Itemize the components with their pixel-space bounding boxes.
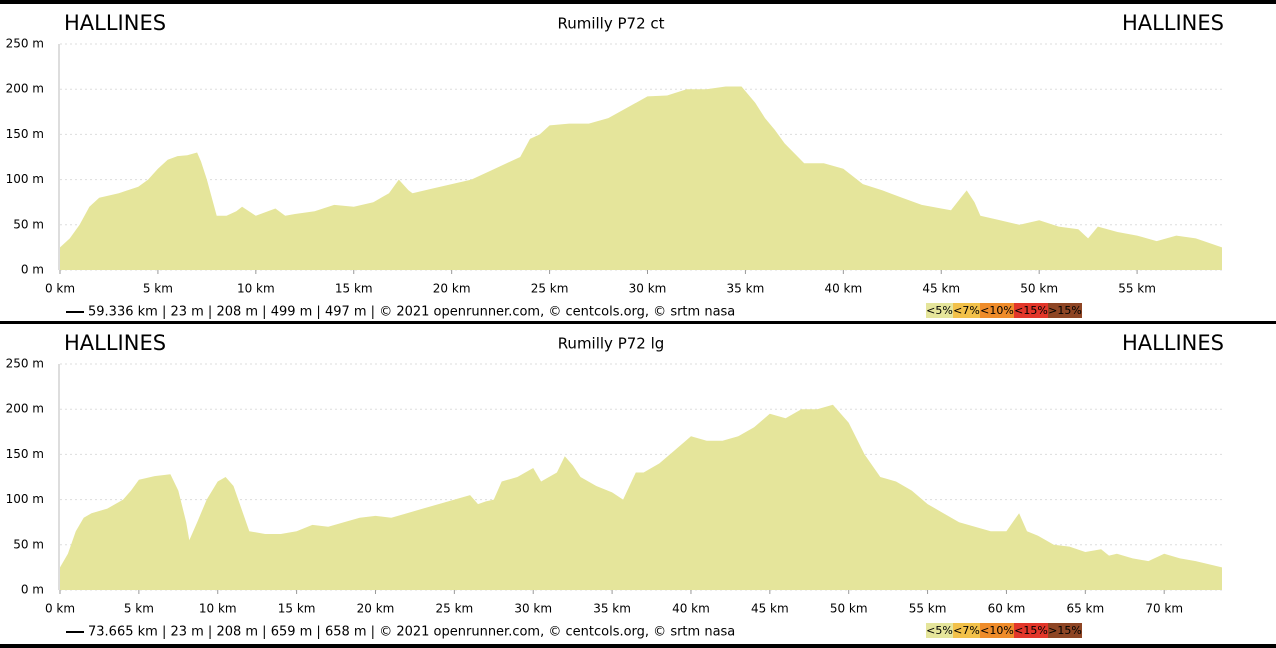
x-tick-label: 15 km bbox=[335, 282, 373, 296]
x-tick-label: 35 km bbox=[593, 602, 631, 616]
y-tick-label: 200 m bbox=[6, 82, 44, 96]
bottom-border bbox=[0, 644, 1276, 648]
legend-swatch bbox=[926, 623, 953, 638]
x-tick-label: 40 km bbox=[824, 282, 862, 296]
end-label: HALLINES bbox=[1122, 331, 1224, 355]
y-tick-label: 250 m bbox=[6, 37, 44, 51]
x-tick-label: 5 km bbox=[143, 282, 173, 296]
top-border bbox=[0, 0, 1276, 4]
legend-swatch bbox=[953, 303, 980, 318]
x-tick-label: 10 km bbox=[199, 602, 237, 616]
x-tick-label: 5 km bbox=[124, 602, 154, 616]
legend-label: <15% bbox=[1014, 624, 1048, 637]
x-tick-label: 65 km bbox=[1066, 602, 1104, 616]
x-tick-label: 0 km bbox=[45, 602, 75, 616]
x-tick-label: 55 km bbox=[909, 602, 947, 616]
legend-label: >15% bbox=[1048, 304, 1082, 317]
start-label: HALLINES bbox=[64, 331, 166, 355]
x-tick-label: 50 km bbox=[1020, 282, 1058, 296]
legend-swatch bbox=[953, 623, 980, 638]
chart-title: Rumilly P72 lg bbox=[558, 335, 665, 353]
x-tick-label: 45 km bbox=[751, 602, 789, 616]
y-tick-label: 50 m bbox=[13, 217, 44, 231]
x-tick-label: 70 km bbox=[1145, 602, 1183, 616]
legend-swatch bbox=[1014, 623, 1048, 638]
separator bbox=[0, 321, 1276, 324]
legend-label: <15% bbox=[1014, 304, 1048, 317]
x-tick-label: 15 km bbox=[278, 602, 316, 616]
legend-label: <10% bbox=[980, 304, 1014, 317]
legend-swatch bbox=[1048, 623, 1082, 638]
x-tick-label: 50 km bbox=[830, 602, 868, 616]
x-tick-label: 40 km bbox=[672, 602, 710, 616]
y-tick-label: 100 m bbox=[6, 172, 44, 186]
x-tick-label: 60 km bbox=[988, 602, 1026, 616]
x-tick-label: 25 km bbox=[531, 282, 569, 296]
elevation-area bbox=[60, 86, 1222, 270]
x-tick-label: 55 km bbox=[1118, 282, 1156, 296]
y-tick-label: 150 m bbox=[6, 447, 44, 461]
x-tick-label: 30 km bbox=[514, 602, 552, 616]
x-tick-label: 35 km bbox=[727, 282, 765, 296]
y-tick-label: 100 m bbox=[6, 492, 44, 506]
legend-swatch bbox=[926, 303, 953, 318]
footer: 73.665 km | 23 m | 208 m | 659 m | 658 m… bbox=[88, 625, 735, 640]
legend-label: <7% bbox=[953, 624, 980, 637]
x-tick-label: 30 km bbox=[629, 282, 667, 296]
x-tick-label: 0 km bbox=[45, 282, 75, 296]
end-label: HALLINES bbox=[1122, 11, 1224, 35]
x-tick-label: 20 km bbox=[357, 602, 395, 616]
legend-label: <5% bbox=[926, 624, 953, 637]
start-label: HALLINES bbox=[64, 11, 166, 35]
x-tick-label: 10 km bbox=[237, 282, 275, 296]
legend-swatch bbox=[980, 623, 1014, 638]
legend-label: >15% bbox=[1048, 624, 1082, 637]
x-tick-label: 25 km bbox=[435, 602, 473, 616]
legend-swatch bbox=[1048, 303, 1082, 318]
y-tick-label: 250 m bbox=[6, 357, 44, 371]
y-tick-label: 50 m bbox=[13, 537, 44, 551]
x-tick-label: 45 km bbox=[922, 282, 960, 296]
elevation-area bbox=[60, 404, 1222, 590]
legend-swatch bbox=[980, 303, 1014, 318]
y-tick-label: 0 m bbox=[21, 583, 44, 597]
chart-title: Rumilly P72 ct bbox=[557, 15, 664, 33]
legend-swatch bbox=[1014, 303, 1048, 318]
y-tick-label: 150 m bbox=[6, 127, 44, 141]
y-tick-label: 0 m bbox=[21, 263, 44, 277]
legend-label: <7% bbox=[953, 304, 980, 317]
x-tick-label: 20 km bbox=[433, 282, 471, 296]
footer: 59.336 km | 23 m | 208 m | 499 m | 497 m… bbox=[88, 305, 735, 320]
legend-label: <5% bbox=[926, 304, 953, 317]
y-tick-label: 200 m bbox=[6, 402, 44, 416]
legend-label: <10% bbox=[980, 624, 1014, 637]
